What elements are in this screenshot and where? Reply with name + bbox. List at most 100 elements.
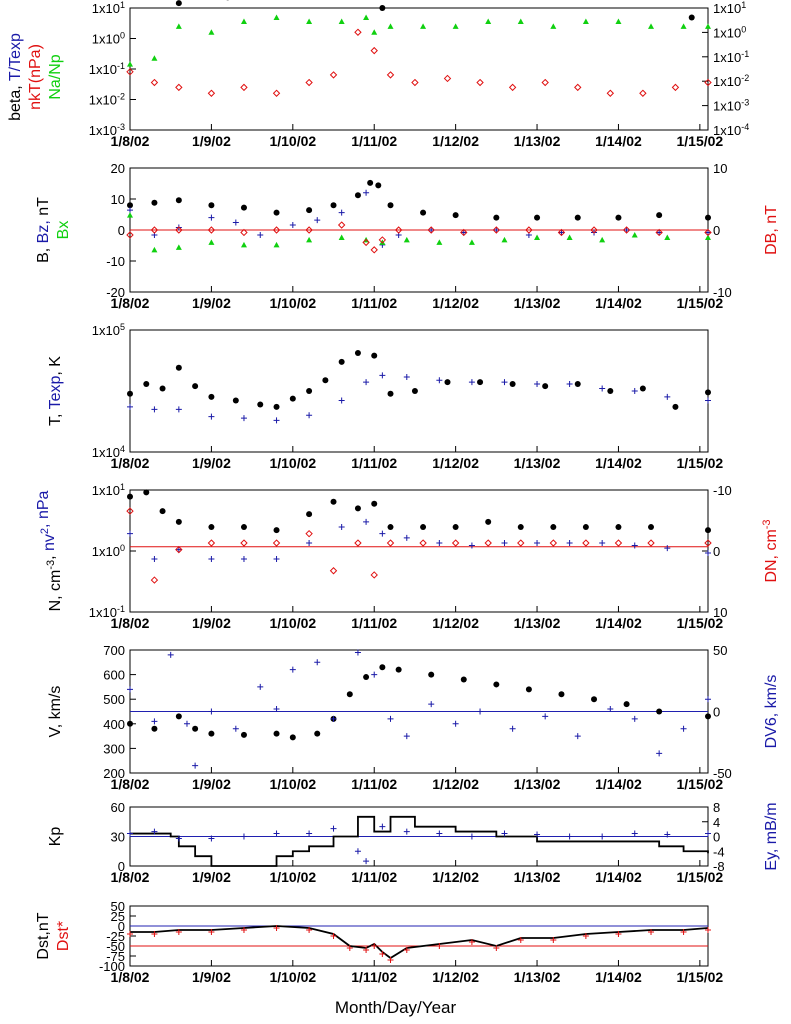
left-axis-title: N, cm-3, nv2, nPa <box>35 490 64 611</box>
data-point <box>371 943 378 949</box>
data-point <box>680 23 687 29</box>
data-point <box>363 14 370 20</box>
data-point <box>599 833 606 840</box>
data-point <box>599 385 606 392</box>
data-point <box>375 182 382 189</box>
panel-frame-p4 <box>129 489 709 613</box>
data-point <box>257 683 264 690</box>
y2-tick-label: 10 <box>713 605 727 620</box>
data-point <box>672 403 679 410</box>
data-point <box>631 830 638 837</box>
data-point <box>330 715 337 722</box>
x-tick-label: 1/13/02 <box>514 615 561 631</box>
data-point <box>306 207 313 214</box>
data-point <box>208 708 215 715</box>
data-point <box>705 830 711 837</box>
data-point <box>379 823 386 830</box>
y-tick-label: 1x104 <box>92 444 125 460</box>
data-point <box>420 209 427 216</box>
data-point <box>705 549 711 556</box>
data-point <box>306 540 313 547</box>
data-point <box>705 214 711 221</box>
data-point <box>631 542 638 549</box>
data-point <box>420 23 427 29</box>
data-point <box>403 373 410 380</box>
x-tick-label: 1/15/02 <box>676 133 723 149</box>
data-point <box>306 388 313 394</box>
right-axis-title: DN, cm-3 <box>761 519 780 582</box>
data-point <box>508 83 517 92</box>
x-tick-label: 1/9/02 <box>192 869 231 885</box>
data-point <box>664 545 671 552</box>
data-point <box>534 234 541 240</box>
data-point <box>615 931 622 937</box>
x-tick-label: 1/14/02 <box>595 133 642 149</box>
data-point <box>371 500 378 507</box>
data-point <box>232 219 239 226</box>
data-point <box>387 23 394 29</box>
data-point <box>387 715 394 722</box>
data-point <box>240 83 248 92</box>
data-point <box>477 708 484 715</box>
data-point <box>582 524 589 531</box>
data-point <box>493 681 500 688</box>
data-point <box>273 241 280 248</box>
data-point <box>387 957 394 963</box>
right-axis-title: DB, nT <box>763 205 780 255</box>
x-tick-label: 1/14/02 <box>595 455 642 471</box>
data-point <box>127 61 133 67</box>
y2-tick-label: -10 <box>713 483 732 498</box>
y2-tick-label: 1x10-1 <box>713 49 749 65</box>
data-point <box>289 666 296 673</box>
data-point <box>534 214 541 221</box>
x-tick-label: 1/9/02 <box>192 969 231 985</box>
data-point <box>354 848 361 855</box>
data-point <box>705 927 711 933</box>
data-point <box>394 226 403 234</box>
data-point <box>549 539 558 547</box>
data-point <box>517 937 524 943</box>
y-tick-label: -25 <box>106 929 125 944</box>
data-point <box>126 68 134 76</box>
data-point <box>615 214 622 221</box>
data-point <box>207 226 216 234</box>
data-point <box>363 858 370 865</box>
data-point <box>688 14 695 21</box>
x-tick-label: 1/11/02 <box>351 455 397 471</box>
data-point <box>175 713 182 720</box>
data-point <box>468 939 475 945</box>
data-point <box>379 5 386 11</box>
y-tick-label: 0 <box>118 859 125 874</box>
data-point <box>354 28 362 36</box>
y2-tick-label: 1x10-4 <box>713 122 749 138</box>
data-point <box>403 733 410 740</box>
data-point <box>664 393 671 400</box>
data-point <box>451 539 460 547</box>
data-point <box>403 947 410 953</box>
data-point <box>582 539 590 547</box>
data-point <box>289 734 296 741</box>
data-point <box>240 833 247 840</box>
data-point <box>656 708 663 715</box>
x-tick-label: 1/11/02 <box>351 776 397 792</box>
data-point <box>501 540 508 547</box>
panel-frame-p3 <box>129 329 709 453</box>
data-point <box>330 498 337 505</box>
data-point <box>305 226 313 234</box>
panel-frame-p7 <box>129 905 709 967</box>
data-point <box>428 701 435 708</box>
data-point <box>411 388 418 394</box>
y2-tick-label: -50 <box>713 766 732 781</box>
data-point <box>151 55 158 61</box>
y-tick-label: 1x10-3 <box>89 122 125 138</box>
data-point <box>306 927 313 933</box>
panel-frame-p1 <box>129 7 709 131</box>
data-point <box>582 18 589 25</box>
data-point <box>354 349 361 356</box>
data-point <box>541 78 549 87</box>
data-point <box>452 720 459 727</box>
data-point <box>591 696 598 703</box>
data-point <box>460 676 467 683</box>
data-point <box>240 241 247 248</box>
data-point <box>159 385 166 392</box>
